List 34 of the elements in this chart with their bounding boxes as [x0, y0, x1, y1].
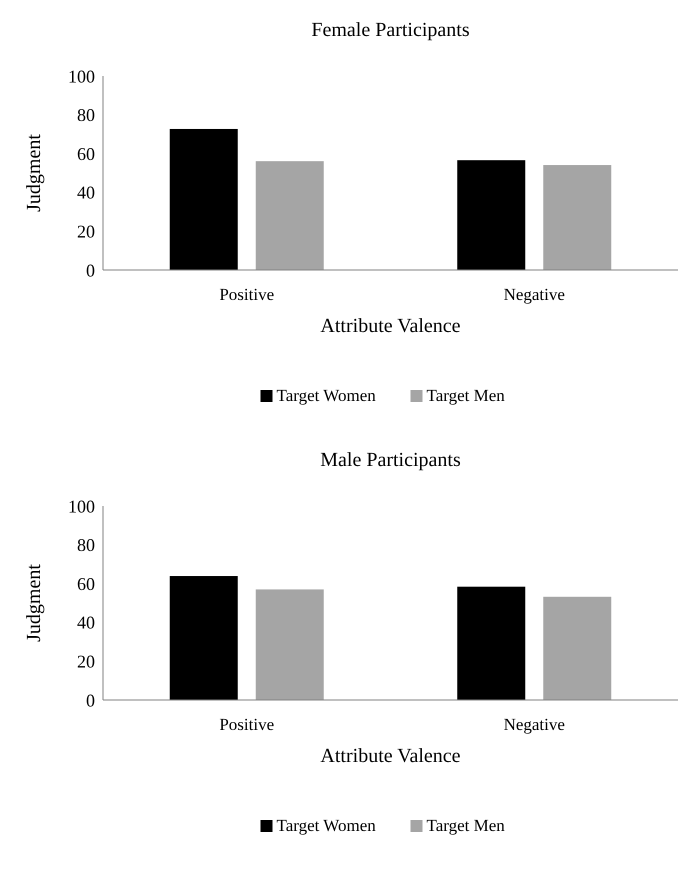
- y-tick-label: 20: [77, 652, 95, 672]
- bar: [457, 586, 526, 700]
- y-tick-label: 0: [86, 690, 95, 710]
- y-tick-label: 80: [77, 105, 95, 126]
- legend-label: Target Men: [426, 816, 506, 835]
- chart-title: Male Participants: [320, 449, 461, 471]
- bar: [457, 160, 526, 270]
- x-tick-label: Negative: [504, 715, 565, 734]
- y-axis-title: Judgment: [23, 134, 45, 212]
- y-tick-label: 100: [68, 66, 95, 86]
- bar: [543, 165, 612, 270]
- legend-label: Target Women: [276, 816, 376, 835]
- x-axis-title: Attribute Valence: [320, 315, 461, 337]
- bar: [170, 128, 238, 270]
- y-tick-label: 40: [77, 612, 95, 633]
- x-tick-label: Negative: [504, 285, 565, 304]
- y-tick-label: 100: [68, 496, 95, 516]
- x-tick-label: Positive: [219, 715, 274, 734]
- y-tick-label: 0: [86, 260, 95, 280]
- y-tick-label: 60: [77, 574, 95, 594]
- chart-title: Female Participants: [311, 19, 470, 41]
- y-tick-label: 60: [77, 144, 95, 164]
- x-tick-label: Positive: [219, 285, 274, 304]
- y-tick-label: 20: [77, 222, 95, 242]
- bar: [256, 589, 324, 700]
- legend-label: Target Women: [276, 386, 376, 405]
- y-tick-label: 80: [77, 535, 95, 556]
- bar: [256, 161, 324, 270]
- bar: [170, 576, 238, 700]
- y-axis-title: Judgment: [23, 564, 45, 642]
- bar: [543, 596, 612, 700]
- x-axis-title: Attribute Valence: [320, 745, 461, 767]
- y-tick-label: 40: [77, 182, 95, 203]
- legend-label: Target Men: [426, 386, 506, 405]
